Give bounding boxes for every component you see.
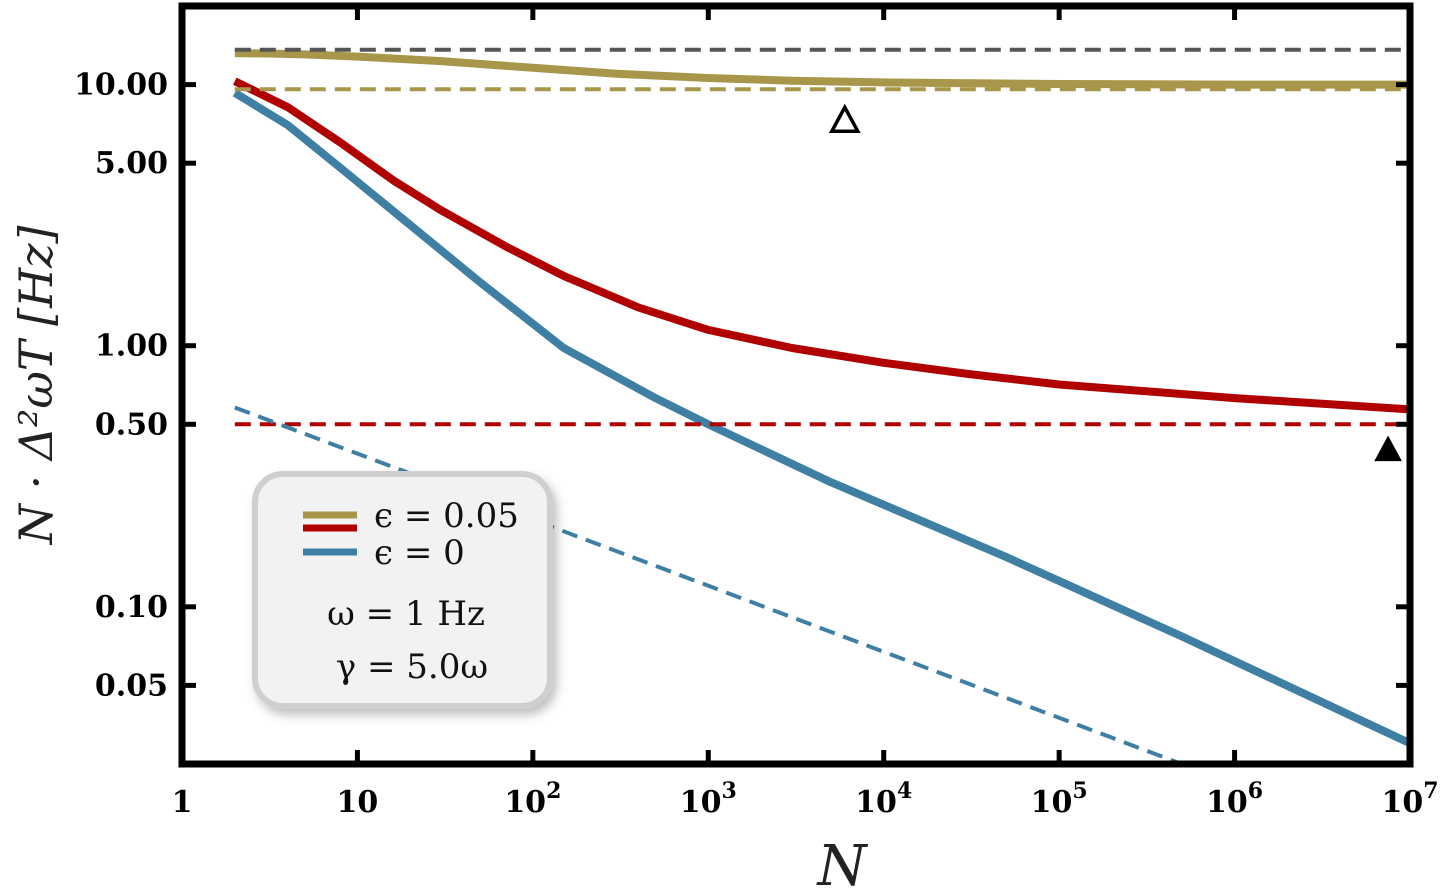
legend-label: ϵ = 0.05 [374, 496, 519, 536]
x-tick-label: 1 [172, 785, 193, 820]
x-tick-label: 107 [1381, 778, 1438, 820]
axis-ticks: 1 10 102 103 104 105 106 107 10.00 5.00 1.00 0.50 0.… [74, 6, 1439, 820]
dashed-line-6 [234, 405, 1183, 764]
series-line-0 [234, 49, 1410, 89]
y-tick-label: 0.10 [95, 590, 168, 625]
x-tick-label: 10 [337, 785, 379, 820]
series-line-2 [232, 89, 1410, 747]
x-axis-title: N [816, 834, 869, 891]
y-axis-title: N · Δ²ωT [Hz] [9, 226, 63, 546]
legend-param-gamma: γ = 5.0ω [336, 647, 488, 687]
y-tick-label: 10.00 [74, 68, 168, 103]
y-tick-label: 5.00 [95, 146, 168, 181]
series-line-1 [233, 77, 1410, 414]
y-tick-label: 0.50 [95, 407, 168, 442]
y-tick-label: 1.00 [95, 329, 168, 364]
x-tick-label: 104 [855, 778, 912, 820]
axes-frame [178, 2, 1414, 768]
y-tick-label: 0.05 [95, 668, 168, 703]
legend-box [252, 471, 553, 709]
x-tick-label: 106 [1206, 778, 1263, 820]
open-triangle-marker [828, 103, 861, 134]
axis-titles: N N · Δ²ωT [Hz] [9, 226, 869, 891]
legend-param-omega: ω = 1 Hz [327, 594, 485, 634]
x-tick-label: 103 [680, 778, 737, 820]
filled-triangle-marker [1374, 435, 1402, 462]
plot-area [232, 47, 1410, 764]
markers [828, 103, 1402, 462]
x-tick-label: 102 [504, 778, 561, 820]
legend: ϵ = 0.05ϵ = 0 ω = 1 Hz γ = 5.0ω [252, 471, 553, 709]
legend-label: ϵ = 0 [374, 533, 465, 573]
x-tick-label: 105 [1031, 778, 1088, 820]
plot-frame [178, 2, 1414, 768]
